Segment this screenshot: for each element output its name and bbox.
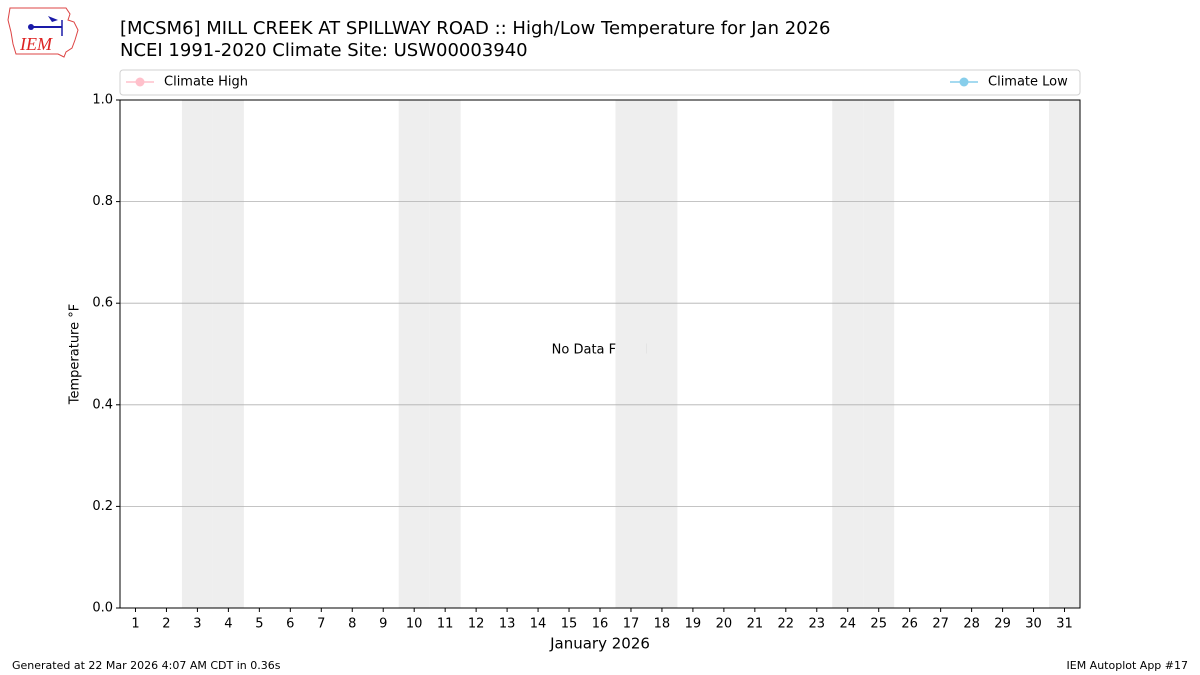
x-tick-label: 20	[716, 617, 733, 632]
x-tick-label: 9	[379, 617, 387, 632]
x-tick-label: 12	[468, 617, 485, 632]
legend-label: Climate High	[164, 75, 248, 90]
x-tick-label: 13	[499, 617, 516, 632]
y-tick-label: 0.6	[92, 296, 113, 311]
weekend-band	[832, 100, 864, 608]
footer-left: Generated at 22 Mar 2026 4:07 AM CDT in …	[12, 659, 281, 672]
chart-title: [MCSM6] MILL CREEK AT SPILLWAY ROAD :: H…	[120, 18, 831, 39]
y-tick-label: 0.0	[92, 601, 113, 616]
y-tick-label: 0.2	[92, 499, 113, 514]
x-tick-label: 25	[870, 617, 887, 632]
weekend-band	[646, 100, 678, 608]
x-tick-label: 22	[778, 617, 795, 632]
x-tick-label: 24	[839, 617, 856, 632]
x-tick-label: 10	[406, 617, 423, 632]
logo: IEM	[7, 7, 79, 58]
chart-subtitle: NCEI 1991-2020 Climate Site: USW00003940	[120, 40, 528, 61]
x-tick-label: 21	[747, 617, 764, 632]
x-tick-label: 8	[348, 617, 356, 632]
x-tick-label: 29	[994, 617, 1011, 632]
x-tick-label: 30	[1025, 617, 1042, 632]
y-axis-label: Temperature °F	[68, 304, 83, 405]
x-tick-label: 1	[131, 617, 139, 632]
y-tick-label: 1.0	[92, 93, 113, 108]
x-tick-label: 2	[162, 617, 170, 632]
x-tick-label: 27	[932, 617, 949, 632]
legend-marker	[135, 77, 145, 87]
y-tick-label: 0.4	[92, 397, 113, 412]
weekend-band	[398, 100, 430, 608]
y-tick-label: 0.8	[92, 194, 113, 209]
x-tick-label: 15	[561, 617, 578, 632]
x-tick-label: 6	[286, 617, 294, 632]
legend-marker	[959, 77, 969, 87]
x-tick-label: 4	[224, 617, 232, 632]
x-tick-label: 19	[685, 617, 702, 632]
x-tick-label: 18	[654, 617, 671, 632]
weekend-band	[863, 100, 895, 608]
plot-frame	[119, 99, 1081, 609]
x-tick-label: 31	[1056, 617, 1073, 632]
x-tick-label: 14	[530, 617, 547, 632]
x-tick-label: 23	[809, 617, 826, 632]
plot-background	[181, 100, 1080, 608]
x-tick-label: 28	[963, 617, 980, 632]
x-tick-label: 11	[437, 617, 454, 632]
legend-label: Climate Low	[988, 75, 1068, 90]
weekend-band	[181, 100, 213, 608]
weekend-band	[1049, 100, 1080, 608]
x-axis-label: January 2026	[549, 635, 650, 653]
x-tick-label: 17	[623, 617, 640, 632]
footer-right: IEM Autoplot App #17	[1067, 659, 1189, 672]
weekend-band	[212, 100, 244, 608]
logo-text: IEM	[19, 34, 53, 54]
x-tick-label: 5	[255, 617, 263, 632]
x-tick-label: 26	[901, 617, 918, 632]
x-tick-label: 7	[317, 617, 325, 632]
legend-box	[119, 69, 1081, 96]
x-tick-label: 3	[193, 617, 201, 632]
weekend-band	[615, 100, 647, 608]
x-tick-label: 16	[592, 617, 609, 632]
weekend-band	[429, 100, 461, 608]
